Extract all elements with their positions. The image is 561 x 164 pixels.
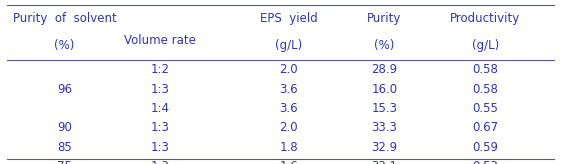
Text: 3.6: 3.6 [279,82,298,96]
Text: 33.1: 33.1 [371,160,397,164]
Text: 28.9: 28.9 [371,63,397,76]
Text: 1:2: 1:2 [150,63,169,76]
Text: (%): (%) [54,39,75,52]
Text: 1:3: 1:3 [150,82,169,96]
Text: 0.59: 0.59 [472,141,498,154]
Text: 75: 75 [57,160,72,164]
Text: 0.67: 0.67 [472,121,498,134]
Text: 1:3: 1:3 [150,141,169,154]
Text: 0.58: 0.58 [472,63,498,76]
Text: 85: 85 [57,141,72,154]
Text: 0.53: 0.53 [472,160,498,164]
Text: (g/L): (g/L) [472,39,499,52]
Text: 32.9: 32.9 [371,141,397,154]
Text: 90: 90 [57,121,72,134]
Text: 96: 96 [57,82,72,96]
Text: 1:3: 1:3 [150,160,169,164]
Text: Productivity: Productivity [450,12,521,25]
Text: EPS  yield: EPS yield [260,12,318,25]
Text: 0.55: 0.55 [472,102,498,115]
Text: Purity  of  solvent: Purity of solvent [13,12,116,25]
Text: 16.0: 16.0 [371,82,397,96]
Text: 2.0: 2.0 [279,63,298,76]
Text: (g/L): (g/L) [275,39,302,52]
Text: 1.6: 1.6 [279,160,298,164]
Text: 3.6: 3.6 [279,102,298,115]
Text: Purity: Purity [367,12,402,25]
Text: 1.8: 1.8 [279,141,298,154]
Text: Volume rate: Volume rate [124,34,196,47]
Text: 2.0: 2.0 [279,121,298,134]
Text: 33.3: 33.3 [371,121,397,134]
Text: 15.3: 15.3 [371,102,397,115]
Text: 0.58: 0.58 [472,82,498,96]
Text: 1:3: 1:3 [150,121,169,134]
Text: 1:4: 1:4 [150,102,169,115]
Text: (%): (%) [374,39,394,52]
